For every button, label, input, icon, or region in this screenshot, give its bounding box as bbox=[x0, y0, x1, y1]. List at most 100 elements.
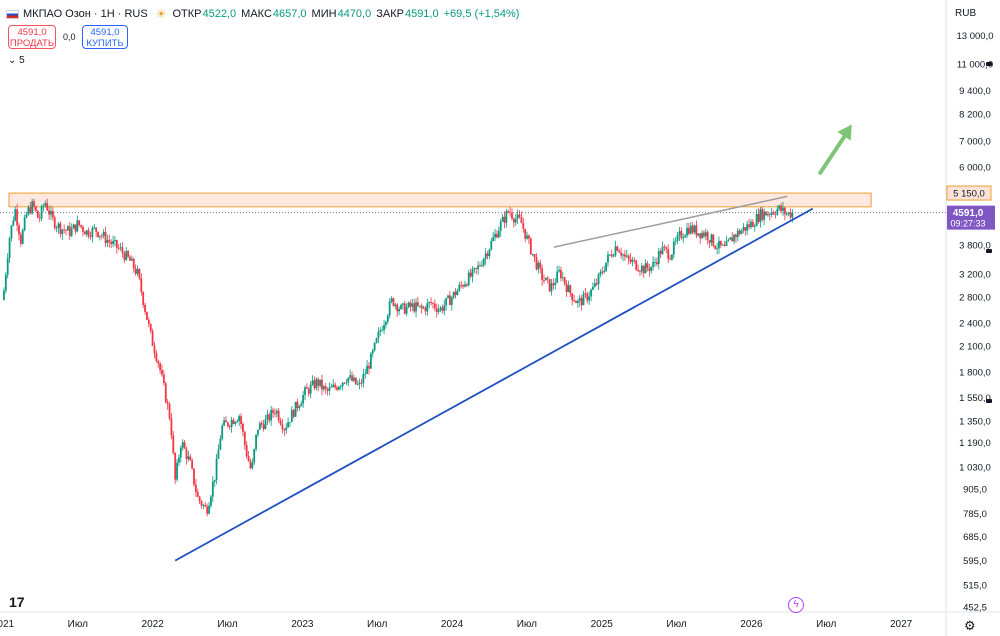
candle-body bbox=[605, 262, 607, 271]
candle-body bbox=[661, 246, 664, 255]
lightning-icon[interactable]: ϟ bbox=[788, 597, 804, 613]
candle-body bbox=[260, 423, 263, 425]
candle-body bbox=[524, 228, 527, 239]
candle-body bbox=[298, 406, 301, 409]
candle-body bbox=[70, 228, 73, 236]
price-tick-label: 515,0 bbox=[963, 581, 987, 592]
breakout-arrow-head bbox=[837, 124, 852, 141]
candle-body bbox=[268, 414, 271, 421]
candle-body bbox=[136, 269, 139, 274]
candle-body bbox=[386, 315, 389, 322]
candle-body bbox=[622, 254, 624, 256]
candle-body bbox=[484, 253, 487, 259]
spread-value: 0,0 bbox=[63, 32, 76, 42]
bar-countdown-label: 09:27:33 bbox=[950, 219, 985, 229]
candle-body bbox=[578, 298, 581, 301]
sell-label: ПРОДАТЬ bbox=[9, 38, 55, 49]
symbol-header: МКПАО Озон · 1H · RUS ☀ ОТКР 4522,0 МАКС 4… bbox=[6, 6, 524, 22]
candle-body bbox=[603, 270, 606, 273]
candle-body bbox=[426, 303, 429, 312]
candle-body bbox=[454, 291, 457, 296]
candle-body bbox=[55, 227, 58, 229]
sell-button[interactable]: 4591,0 ПРОДАТЬ bbox=[8, 25, 56, 49]
candle-body bbox=[669, 258, 671, 260]
candle-body bbox=[588, 296, 591, 301]
candle-body bbox=[140, 278, 143, 293]
candle-body bbox=[379, 330, 382, 332]
candle-body bbox=[319, 379, 321, 386]
candle-body bbox=[499, 221, 502, 231]
candle-body bbox=[99, 235, 101, 237]
candle-body bbox=[759, 209, 762, 222]
candle-body bbox=[375, 338, 378, 343]
candle-body bbox=[708, 240, 711, 243]
candle-body bbox=[193, 468, 195, 485]
candle-body bbox=[204, 505, 207, 507]
candle-body bbox=[134, 268, 137, 274]
candle-body bbox=[290, 409, 293, 423]
candle-body bbox=[117, 247, 120, 249]
candle-body bbox=[422, 307, 425, 309]
candle-body bbox=[82, 226, 84, 232]
symbol-title[interactable]: МКПАО Озон · 1H · RUS bbox=[23, 8, 148, 20]
candle-body bbox=[302, 394, 305, 404]
candle-body bbox=[646, 263, 649, 269]
candle-body bbox=[311, 380, 314, 385]
candle-body bbox=[4, 274, 7, 291]
candle-body bbox=[706, 232, 709, 241]
candle-body bbox=[761, 209, 764, 220]
candle-body bbox=[610, 254, 613, 257]
candle-body bbox=[629, 258, 632, 262]
candle-body bbox=[292, 409, 295, 417]
time-tick-label: 2024 bbox=[441, 619, 464, 630]
candle-body bbox=[36, 210, 39, 218]
candle-body bbox=[528, 235, 530, 239]
candle-body bbox=[51, 210, 54, 218]
buy-button[interactable]: 4591,0 КУПИТЬ bbox=[82, 25, 128, 49]
candle-body bbox=[791, 212, 794, 218]
candle-body bbox=[529, 238, 532, 255]
tradingview-logo-icon[interactable]: 17 bbox=[9, 594, 25, 610]
candle-body bbox=[187, 456, 190, 459]
candle-body bbox=[147, 319, 150, 324]
candle-body bbox=[687, 227, 690, 234]
candle-body bbox=[125, 251, 128, 261]
candle-body bbox=[23, 217, 26, 230]
candle-body bbox=[699, 233, 702, 239]
indicators-toggle[interactable]: ⌄ 5 bbox=[8, 55, 25, 66]
candle-body bbox=[309, 384, 312, 394]
candle-body bbox=[332, 384, 335, 387]
candle-body bbox=[552, 283, 555, 286]
candle-body bbox=[627, 255, 630, 259]
time-tick-label: 2026 bbox=[740, 619, 763, 630]
candle-body bbox=[12, 220, 15, 226]
candle-body bbox=[650, 266, 653, 271]
candle-body bbox=[488, 249, 491, 257]
candle-body bbox=[420, 305, 423, 309]
candle-body bbox=[736, 230, 739, 238]
candle-body bbox=[637, 269, 639, 272]
candle-body bbox=[132, 258, 135, 269]
candle-body bbox=[625, 255, 628, 257]
buy-price: 4591,0 bbox=[90, 27, 120, 38]
currency-label[interactable]: RUB bbox=[955, 8, 977, 19]
candle-body bbox=[712, 234, 715, 247]
candle-body bbox=[672, 241, 675, 255]
candle-body bbox=[490, 240, 493, 250]
time-tick-label: Июл bbox=[217, 619, 237, 630]
price-tick-label: 7 000,0 bbox=[959, 136, 991, 147]
candle-body bbox=[225, 420, 227, 423]
candle-body bbox=[714, 246, 717, 249]
candle-body bbox=[360, 382, 363, 384]
candle-body bbox=[676, 235, 679, 241]
candle-body bbox=[174, 452, 177, 480]
candle-body bbox=[526, 235, 528, 239]
candle-body bbox=[262, 424, 265, 429]
candle-body bbox=[640, 265, 643, 272]
candle-body bbox=[313, 380, 316, 389]
candle-body bbox=[48, 210, 50, 215]
candle-body bbox=[654, 262, 656, 263]
candle-body bbox=[377, 331, 380, 339]
gear-icon[interactable]: ⚙ bbox=[964, 618, 976, 633]
